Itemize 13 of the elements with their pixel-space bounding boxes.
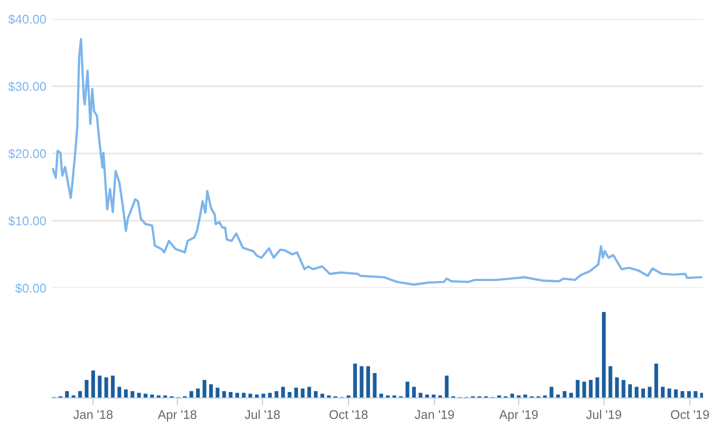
y-tick-label: $40.00 (8, 14, 46, 24)
y-tick-label: $0.00 (15, 283, 46, 294)
y-tick-label: $10.00 (8, 216, 46, 226)
x-tick-label: Apr '18 (158, 410, 196, 422)
y-tick-label: $30.00 (8, 82, 46, 92)
x-tick-label: Jan '19 (414, 410, 454, 419)
x-tick-label: Apr '19 (499, 410, 538, 422)
x-tick-label: Jul '19 (586, 410, 622, 419)
x-tick-label: Jan '18 (73, 410, 113, 419)
x-tick-label: Oct '19 (670, 410, 709, 419)
x-tick-label: Jul '18 (244, 410, 280, 419)
x-tick-label: Oct '18 (329, 410, 368, 419)
y-tick-label: $20.00 (8, 148, 46, 159)
